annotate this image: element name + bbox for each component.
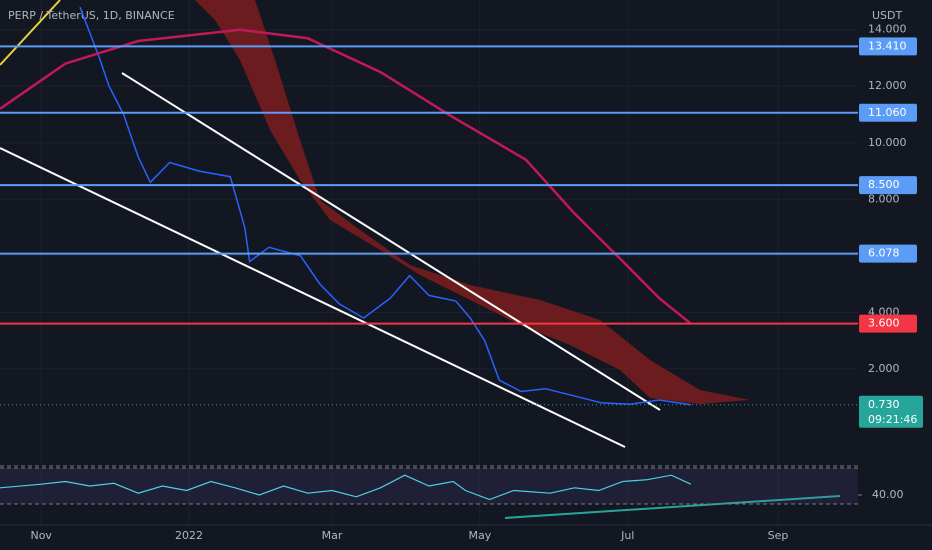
y-tick-label: 12.000 bbox=[868, 79, 907, 92]
cloud bbox=[195, 0, 750, 404]
level-label: 3.600 bbox=[868, 317, 900, 330]
level-label: 11.060 bbox=[868, 106, 907, 119]
x-tick-label: May bbox=[469, 529, 492, 542]
line bbox=[79, 6, 691, 406]
level-tag bbox=[859, 176, 917, 195]
trend-line bbox=[0, 0, 61, 66]
x-tick-label: Mar bbox=[322, 529, 343, 542]
x-tick-label: Jul bbox=[620, 529, 634, 542]
level-tag bbox=[859, 314, 917, 333]
x-tick-label: Sep bbox=[768, 529, 789, 542]
price-axis bbox=[858, 0, 932, 550]
countdown-label: 09:21:46 bbox=[868, 413, 917, 426]
chart-title: PERP / TetherUS, 1D, BINANCE bbox=[8, 9, 175, 22]
rsi-tick-label: 40.00 bbox=[872, 488, 904, 501]
last-price-label: 0.730 bbox=[868, 398, 900, 411]
level-tag bbox=[859, 244, 917, 263]
line bbox=[0, 28, 692, 325]
y-tick-label: 14.000 bbox=[868, 23, 907, 36]
level-label: 8.500 bbox=[868, 178, 900, 191]
trend-line bbox=[0, 147, 626, 448]
axis-label: USDT bbox=[872, 9, 903, 22]
trend-line bbox=[121, 72, 661, 411]
level-tag bbox=[859, 37, 917, 56]
y-tick-label: 8.000 bbox=[868, 192, 900, 205]
level-label: 13.410 bbox=[868, 39, 907, 52]
level-tag bbox=[859, 103, 917, 122]
trend-line bbox=[504, 495, 841, 519]
level-label: 6.078 bbox=[868, 247, 900, 260]
rsi-line bbox=[0, 474, 692, 501]
x-tick-label: Nov bbox=[30, 529, 52, 542]
y-tick-label: 2.000 bbox=[868, 362, 900, 375]
y-tick-label: 10.000 bbox=[868, 136, 907, 149]
last-price-tag bbox=[859, 395, 923, 428]
x-tick-label: 2022 bbox=[175, 529, 203, 542]
